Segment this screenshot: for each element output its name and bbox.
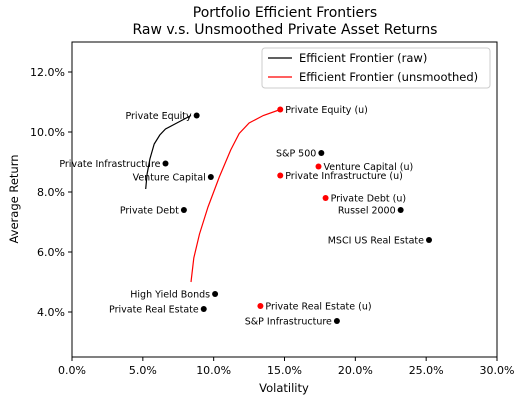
point-label-private-real-estate-u: Private Real Estate (u) [265,302,371,313]
point-label-msci-us-real-estate: MSCI US Real Estate [328,236,424,247]
point-label-private-infrastructure: Private Infrastructure [59,159,160,170]
legend-label-unsmoothed: Efficient Frontier (unsmoothed) [299,70,478,84]
point-label-russel-2000: Russel 2000 [338,206,396,217]
point-private-debt [180,207,187,213]
x-tick-label: 30.0% [480,364,515,377]
point-label-private-equity-u: Private Equity (u) [285,105,368,116]
point-label-private-debt: Private Debt [120,206,179,217]
legend-box [261,47,491,89]
chart-title: Portfolio Efficient Frontiers [193,5,377,21]
axis-ticks: 0.0% 5.0% 10.0% 15.0% 20.0% 25.0% 30.0% 4.0% 6.0… [30,66,514,377]
y-tick-label: 4.0% [37,306,65,319]
point-sandp-500 [318,150,325,156]
point-venture-capital [207,174,214,180]
point-venture-capital-u [315,163,322,170]
point-private-infrastructure [162,160,169,167]
point-private-equity [193,112,200,119]
y-tick-label: 8.0% [37,186,65,199]
point-label-venture-capital: Venture Capital [133,173,206,184]
point-label-high-yield-bonds: High Yield Bonds [130,290,210,301]
point-private-real-estate [200,306,207,312]
point-russel-2000 [397,207,404,213]
x-tick-label: 15.0% [267,364,302,377]
x-tick-label: 25.0% [409,364,444,377]
chart-subtitle: Raw v.s. Unsmoothed Private Asset Return… [133,22,438,38]
x-tick-label: 0.0% [58,364,86,377]
x-axis-label: Volatility [259,381,309,395]
point-private-equity-u [277,106,284,113]
y-tick-label: 10.0% [30,126,65,139]
x-tick-label: 5.0% [129,364,157,377]
point-label-sandp-infrastructure: S&P Infrastructure [245,317,332,328]
series-line-efficient-frontier-raw [145,114,192,190]
point-label-private-infrastructure-u: Private Infrastructure (u) [285,171,403,182]
point-label-private-debt-u: Private Debt (u) [331,194,407,205]
series-line-efficient-frontier-unsmoothed [190,108,281,283]
point-label-venture-capital-u: Venture Capital (u) [324,162,414,173]
x-tick-label: 20.0% [338,364,373,377]
point-sandp-infrastructure [333,318,340,324]
point-private-debt-u [322,195,329,201]
point-label-private-equity: Private Equity [125,111,192,122]
y-tick-label: 12.0% [30,66,65,79]
point-label-private-real-estate: Private Real Estate [109,305,199,316]
y-axis-label: Average Return [7,154,21,243]
y-tick-label: 6.0% [37,246,65,259]
point-label-sandp-500: S&P 500 [276,149,316,160]
point-private-real-estate-u [257,303,264,309]
x-tick-label: 10.0% [196,364,231,377]
legend-label-raw: Efficient Frontier (raw) [299,51,427,65]
legend: Efficient Frontier (raw) Efficient Front… [261,47,491,89]
plot-area: Private Equity Private Infrastructure Vent… [59,105,432,328]
point-high-yield-bonds [212,291,219,297]
point-msci-us-real-estate [426,237,432,243]
point-private-infrastructure-u [277,172,284,179]
